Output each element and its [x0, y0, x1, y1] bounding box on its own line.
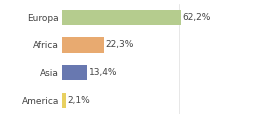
Text: 22,3%: 22,3%	[106, 41, 134, 49]
Bar	[62, 65, 87, 80]
Text: 2,1%: 2,1%	[67, 96, 90, 105]
Text: 13,4%: 13,4%	[89, 68, 117, 77]
Text: 62,2%: 62,2%	[182, 13, 211, 22]
Bar	[62, 93, 66, 108]
Bar	[62, 10, 181, 25]
Bar	[62, 37, 104, 53]
